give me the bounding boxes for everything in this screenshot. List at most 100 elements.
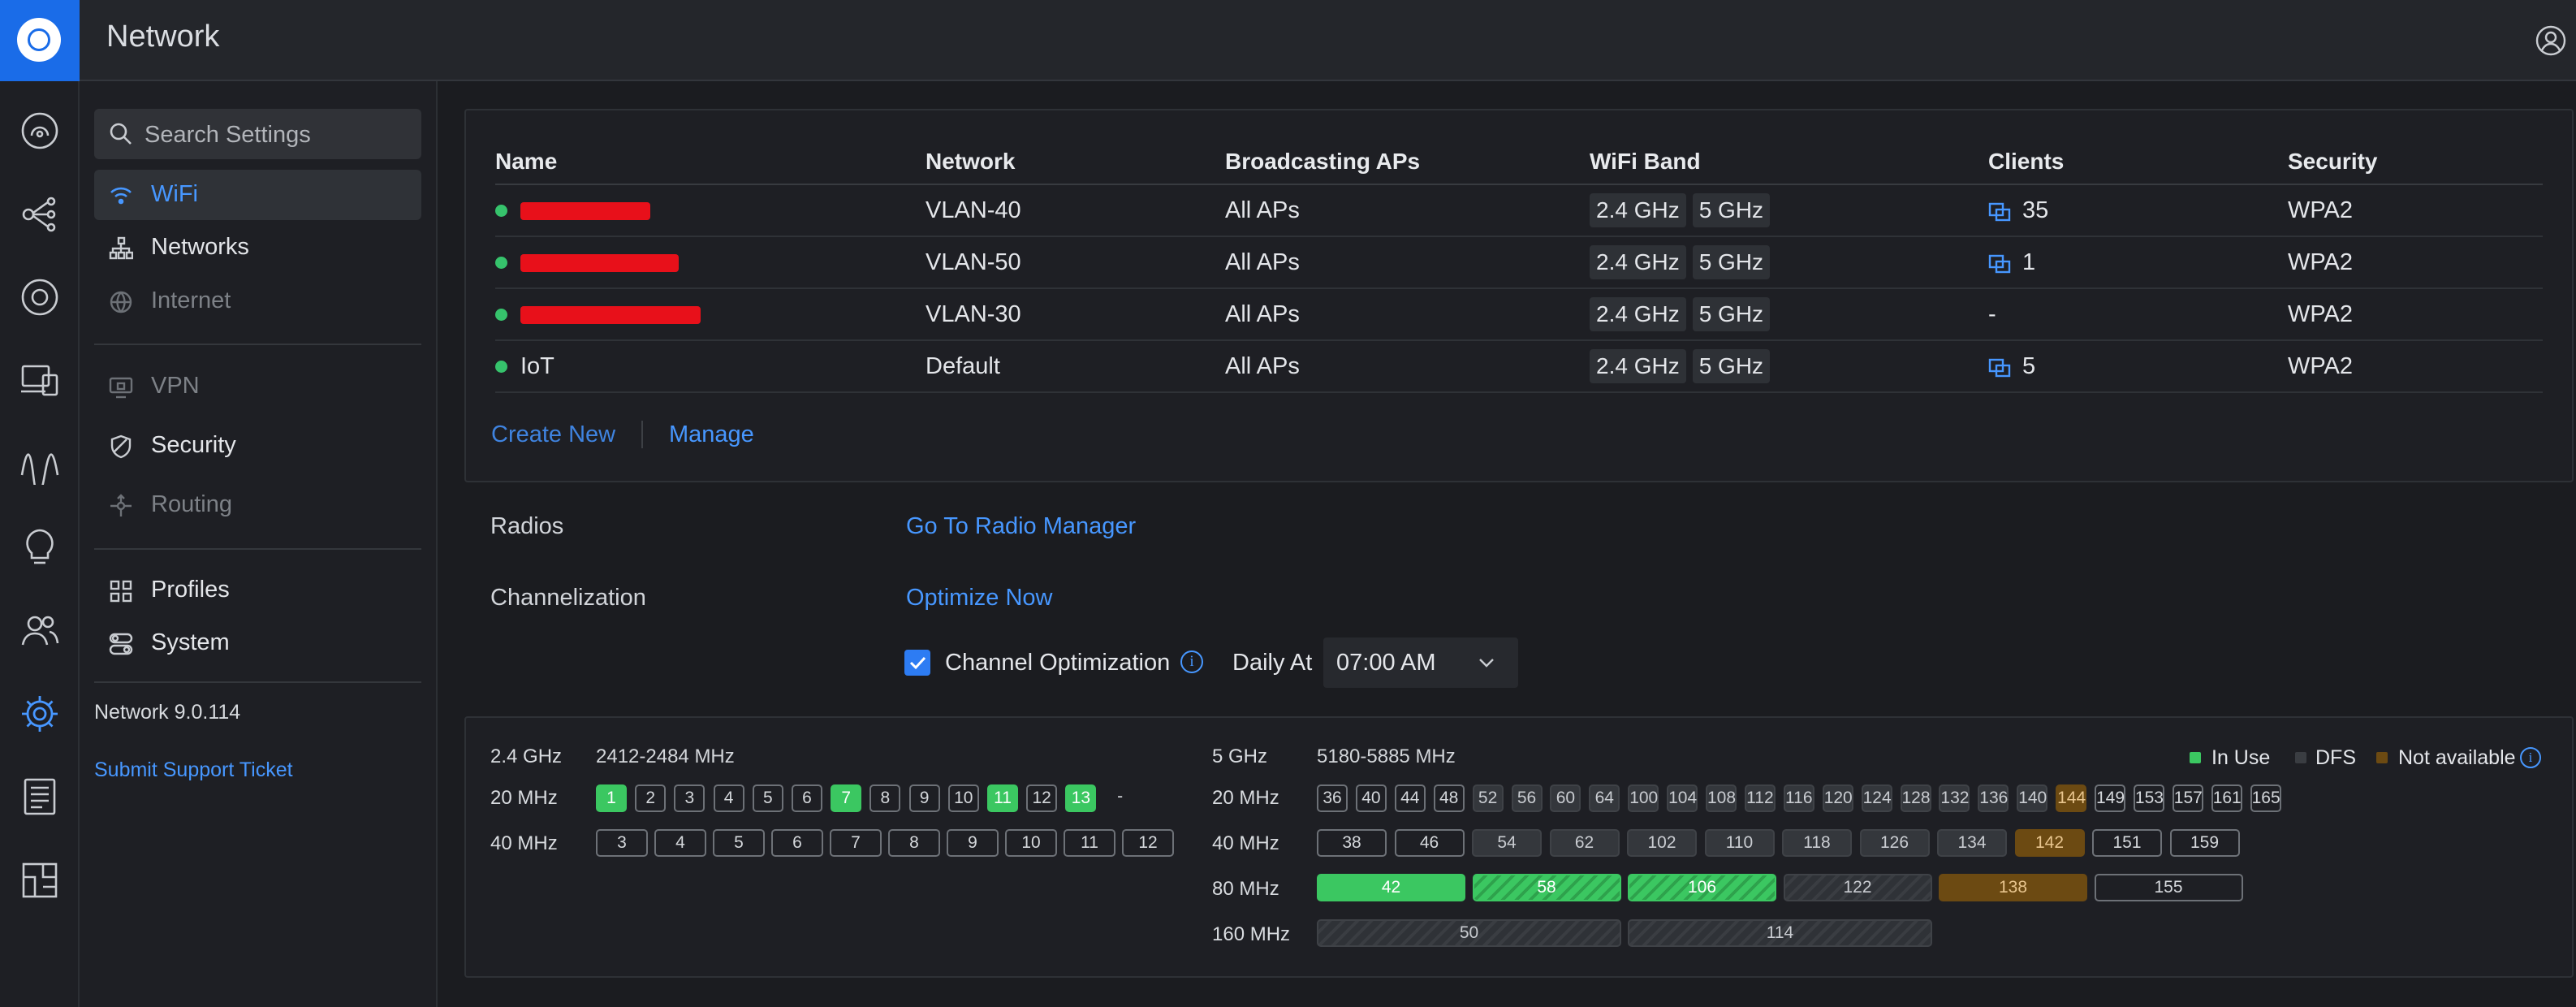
name-cell: IoT: [520, 352, 554, 379]
search-icon: [110, 123, 132, 145]
redacted-name: [520, 253, 679, 272]
nav-label-wifi: WiFi: [151, 181, 198, 207]
search-input[interactable]: [143, 109, 414, 161]
width-20-label: 20 MHz: [490, 787, 558, 809]
band-24-range: 2412-2484 MHz: [596, 746, 735, 767]
floorplan-icon[interactable]: [19, 859, 61, 901]
channel-chip: 126: [1859, 829, 1930, 857]
topology-icon[interactable]: [19, 193, 61, 236]
channel-chip: 48: [1433, 784, 1465, 812]
app-title: Network: [106, 19, 220, 54]
channel-chip: 124: [1861, 784, 1892, 812]
manage-link[interactable]: Manage: [669, 421, 754, 447]
devices-icon[interactable]: [19, 276, 61, 318]
band-badge: 5 GHz: [1692, 245, 1771, 279]
optimize-now-link[interactable]: Optimize Now: [906, 585, 1053, 611]
settings-sidebar: WiFi Networks Internet VPN Security Rout…: [80, 81, 438, 1007]
go-to-radio-manager-link[interactable]: Go To Radio Manager: [906, 513, 1137, 539]
nav-item-wifi[interactable]: WiFi: [94, 170, 421, 220]
table-row[interactable]: VLAN-50 All APs 2.4 GHz 5 GHz 1 WPA2: [495, 236, 2543, 289]
channel-chip: 3: [674, 784, 705, 812]
channel-chip: 122: [1783, 874, 1932, 901]
submit-support-ticket-link[interactable]: Submit Support Ticket: [94, 758, 293, 781]
shield-icon: [110, 434, 132, 459]
column-header[interactable]: Name: [495, 140, 926, 185]
time-select[interactable]: 07:00 AM: [1323, 637, 1518, 688]
channelization-label: Channelization: [490, 585, 646, 611]
network-cell: Default: [926, 340, 1225, 393]
status-dot: [495, 361, 507, 374]
redacted-name: [520, 305, 701, 324]
nav-item-security[interactable]: Security: [94, 421, 421, 471]
legend-dfs: DFS: [2315, 746, 2356, 769]
ubiquiti-logo[interactable]: [0, 0, 80, 81]
channel-chip: 128: [1900, 784, 1931, 812]
nav-item-internet[interactable]: Internet: [94, 276, 421, 326]
create-new-link[interactable]: Create New: [491, 421, 616, 447]
clients-count-link[interactable]: 35: [2022, 197, 2049, 223]
profiles-icon: [110, 580, 132, 603]
insights-icon[interactable]: [19, 526, 61, 568]
legend-not-available: Not available: [2398, 746, 2516, 769]
channel-optimization-label: Channel Optimization: [945, 650, 1171, 676]
channel-chip: 112: [1744, 784, 1776, 812]
channel-chip: 8: [888, 829, 940, 857]
legend-info-icon[interactable]: i: [2520, 747, 2541, 768]
channel-optimization-checkbox[interactable]: [904, 650, 930, 676]
clients-cell: -: [1988, 288, 2288, 341]
wifi-icon: [110, 187, 132, 205]
channel-chip: 9: [947, 829, 999, 857]
clients-count-link[interactable]: 1: [2022, 249, 2036, 275]
width-20-label: 20 MHz: [1212, 787, 1279, 809]
nav-label-vpn: VPN: [151, 373, 200, 399]
channel-chip: 120: [1822, 784, 1853, 812]
status-dot: [495, 257, 507, 270]
nav-item-profiles[interactable]: Profiles: [94, 565, 421, 616]
user-account-icon[interactable]: [2535, 24, 2567, 57]
width-80-label: 80 MHz: [1212, 878, 1279, 900]
table-row[interactable]: VLAN-30 All APs 2.4 GHz 5 GHz - WPA2: [495, 288, 2543, 341]
table-row[interactable]: VLAN-40 All APs 2.4 GHz 5 GHz 35 WPA2: [495, 184, 2543, 237]
nav-item-vpn[interactable]: VPN: [94, 361, 421, 412]
band-badge: 2.4 GHz: [1590, 349, 1686, 383]
client-devices-icon[interactable]: [19, 359, 61, 401]
channel-chip: 7: [830, 829, 882, 857]
version-label: Network 9.0.114: [94, 701, 241, 724]
nav-item-routing[interactable]: Routing: [94, 480, 421, 530]
time-select-value: 07:00 AM: [1336, 650, 1436, 676]
band-badge: 5 GHz: [1692, 193, 1771, 227]
dashboard-icon[interactable]: [19, 110, 61, 152]
column-header[interactable]: Broadcasting APs: [1225, 140, 1590, 185]
security-cell: WPA2: [2288, 340, 2543, 393]
vpn-icon: [109, 377, 133, 399]
column-header[interactable]: Clients: [1988, 140, 2288, 185]
channel-chip: 3: [596, 829, 648, 857]
channel-chip: 108: [1706, 784, 1737, 812]
channel-chip: 138: [1939, 874, 2087, 901]
channel-chip: 58: [1472, 874, 1621, 901]
security-cell: WPA2: [2288, 236, 2543, 289]
legend-dfs-swatch: [2295, 752, 2306, 763]
channel-chip: 159: [2169, 829, 2240, 857]
status-dot: [495, 205, 507, 218]
logs-icon[interactable]: [19, 776, 61, 818]
info-icon[interactable]: i: [1180, 650, 1203, 673]
traffic-icon[interactable]: [19, 443, 61, 485]
channel-chip: 50: [1317, 919, 1621, 947]
channel-chip: 116: [1783, 784, 1814, 812]
admins-users-icon[interactable]: [19, 609, 61, 651]
band-badge: 5 GHz: [1692, 349, 1771, 383]
nav-item-networks[interactable]: Networks: [94, 223, 421, 273]
channel-chip: 10: [1005, 829, 1057, 857]
nav-item-system[interactable]: System: [94, 618, 421, 668]
settings-gear-icon[interactable]: [19, 693, 61, 735]
clients-count-link[interactable]: 5: [2022, 352, 2036, 379]
column-header[interactable]: Security: [2288, 140, 2543, 185]
security-cell: WPA2: [2288, 184, 2543, 237]
column-header[interactable]: Network: [926, 140, 1225, 185]
search-box[interactable]: [94, 109, 421, 161]
channel-chip: 104: [1667, 784, 1698, 812]
channel-chip: 157: [2172, 784, 2203, 812]
column-header[interactable]: WiFi Band: [1590, 140, 1988, 185]
table-row[interactable]: IoT Default All APs 2.4 GHz 5 GHz 5 WPA2: [495, 340, 2543, 393]
